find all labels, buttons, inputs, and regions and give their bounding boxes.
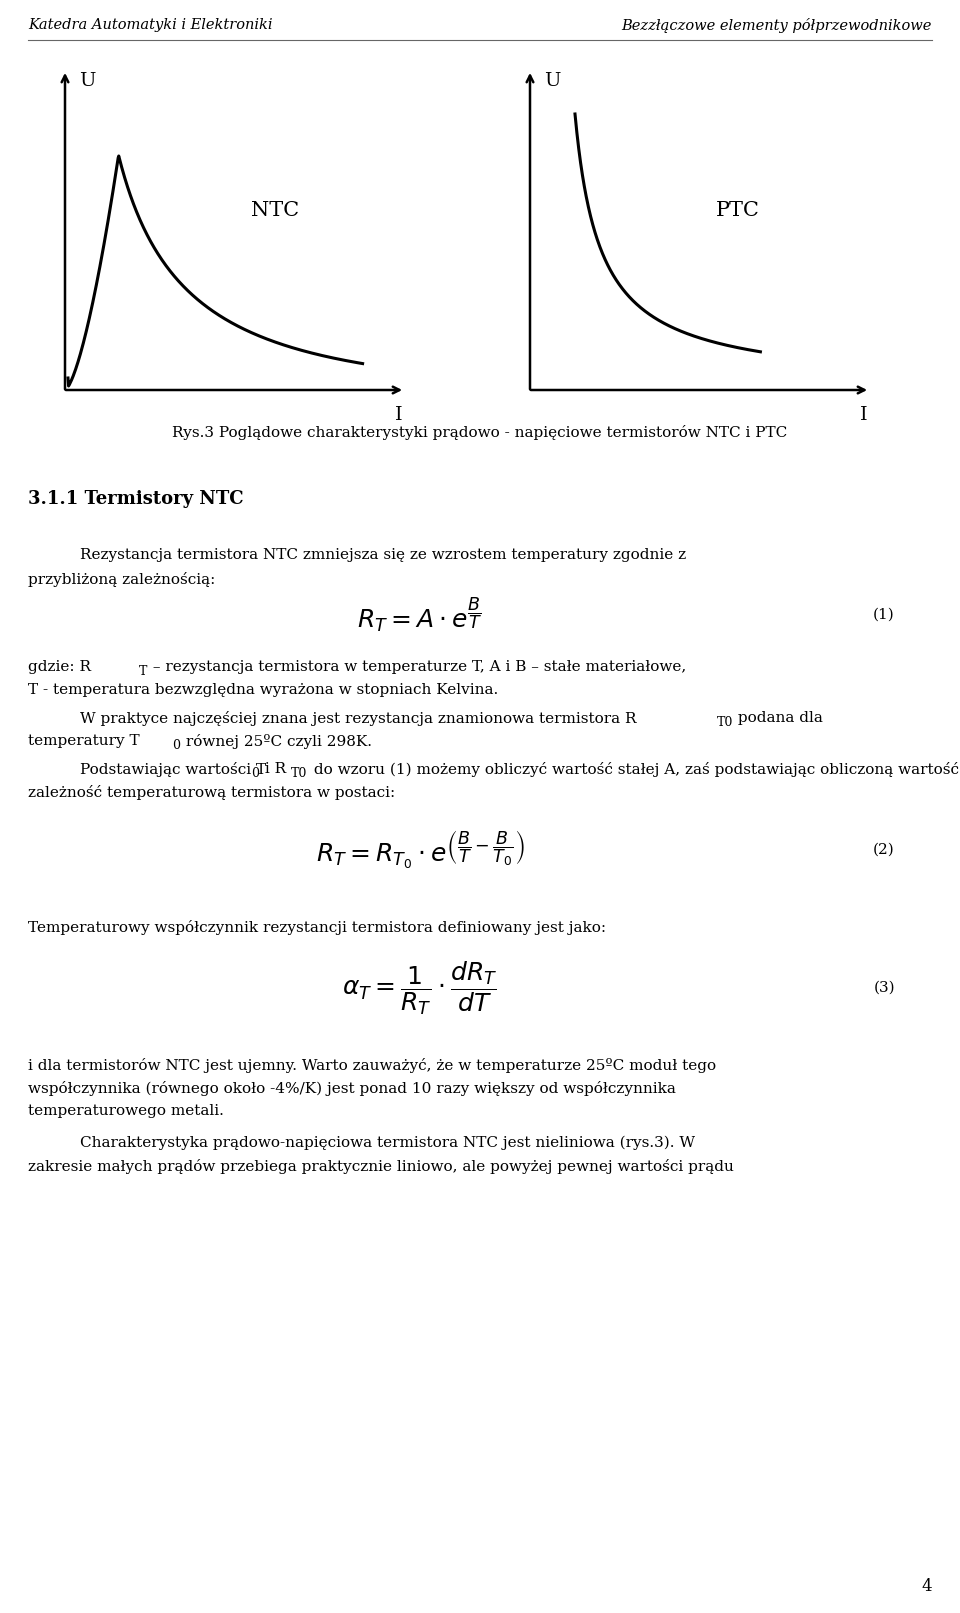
Text: gdzie: R: gdzie: R bbox=[28, 660, 91, 674]
Text: równej 25ºC czyli 298K.: równej 25ºC czyli 298K. bbox=[181, 734, 372, 748]
Text: $\alpha_{T} = \dfrac{1}{R_{T}} \cdot \dfrac{dR_{T}}{dT}$: $\alpha_{T} = \dfrac{1}{R_{T}} \cdot \df… bbox=[343, 960, 497, 1016]
Text: Bezzłączowe elementy półprzewodnikowe: Bezzłączowe elementy półprzewodnikowe bbox=[622, 18, 932, 32]
Text: T - temperatura bezwzględna wyrażona w stopniach Kelvina.: T - temperatura bezwzględna wyrażona w s… bbox=[28, 682, 498, 697]
Text: (2): (2) bbox=[874, 844, 895, 857]
Text: do wzoru (1) możemy obliczyć wartość stałej A, zaś podstawiając obliczoną wartoś: do wzoru (1) możemy obliczyć wartość sta… bbox=[309, 761, 960, 777]
Text: $R_{T} = A \cdot e^{\dfrac{B}{T}}$: $R_{T} = A \cdot e^{\dfrac{B}{T}}$ bbox=[357, 595, 483, 634]
Text: Temperaturowy współczynnik rezystancji termistora definiowany jest jako:: Temperaturowy współczynnik rezystancji t… bbox=[28, 919, 606, 936]
Text: (3): (3) bbox=[874, 981, 895, 995]
Text: zależność temperaturową termistora w postaci:: zależność temperaturową termistora w pos… bbox=[28, 786, 396, 800]
Text: NTC: NTC bbox=[251, 202, 299, 219]
Text: – rezystancja termistora w temperaturze T, A i B – stałe materiałowe,: – rezystancja termistora w temperaturze … bbox=[148, 660, 686, 674]
Text: 4: 4 bbox=[922, 1578, 932, 1595]
Text: T0: T0 bbox=[717, 716, 733, 729]
Text: temperatury T: temperatury T bbox=[28, 734, 139, 748]
Text: zakresie małych prądów przebiega praktycznie liniowo, ale powyżej pewnej wartośc: zakresie małych prądów przebiega praktyc… bbox=[28, 1160, 733, 1174]
Text: (1): (1) bbox=[874, 608, 895, 623]
Text: U: U bbox=[544, 73, 561, 90]
Text: PTC: PTC bbox=[715, 202, 759, 219]
Text: T0: T0 bbox=[291, 768, 307, 781]
Text: I: I bbox=[860, 406, 868, 424]
Text: $R_{T} = R_{T_0} \cdot e^{\left(\dfrac{B}{T} - \dfrac{B}{T_0}\right)}$: $R_{T} = R_{T_0} \cdot e^{\left(\dfrac{B… bbox=[316, 829, 524, 871]
Text: temperaturowego metali.: temperaturowego metali. bbox=[28, 1103, 224, 1118]
Text: Charakterystyka prądowo-napięciowa termistora NTC jest nieliniowa (rys.3). W: Charakterystyka prądowo-napięciowa termi… bbox=[80, 1136, 695, 1150]
Text: I: I bbox=[395, 406, 402, 424]
Text: T: T bbox=[139, 665, 148, 677]
Text: i R: i R bbox=[260, 761, 286, 776]
Text: Podstawiając wartości T: Podstawiając wartości T bbox=[80, 761, 266, 777]
Text: Rezystancja termistora NTC zmniejsza się ze wzrostem temperatury zgodnie z: Rezystancja termistora NTC zmniejsza się… bbox=[80, 548, 686, 561]
Text: przybliżoną zależnością:: przybliżoną zależnością: bbox=[28, 573, 215, 587]
Text: U: U bbox=[79, 73, 95, 90]
Text: 0: 0 bbox=[172, 739, 180, 752]
Text: podana dla: podana dla bbox=[733, 711, 823, 724]
Text: współczynnika (równego około -4%/K) jest ponad 10 razy większy od współczynnika: współczynnika (równego około -4%/K) jest… bbox=[28, 1081, 676, 1095]
Text: i dla termistorów NTC jest ujemny. Warto zauważyć, że w temperaturze 25ºC moduł : i dla termistorów NTC jest ujemny. Warto… bbox=[28, 1058, 716, 1073]
Text: 3.1.1 Termistory NTC: 3.1.1 Termistory NTC bbox=[28, 490, 244, 508]
Text: 0: 0 bbox=[251, 768, 259, 781]
Text: Rys.3 Poglądowe charakterystyki prądowo - napięciowe termistorów NTC i PTC: Rys.3 Poglądowe charakterystyki prądowo … bbox=[173, 424, 787, 440]
Text: Katedra Automatyki i Elektroniki: Katedra Automatyki i Elektroniki bbox=[28, 18, 273, 32]
Text: W praktyce najczęściej znana jest rezystancja znamionowa termistora R: W praktyce najczęściej znana jest rezyst… bbox=[80, 711, 636, 726]
